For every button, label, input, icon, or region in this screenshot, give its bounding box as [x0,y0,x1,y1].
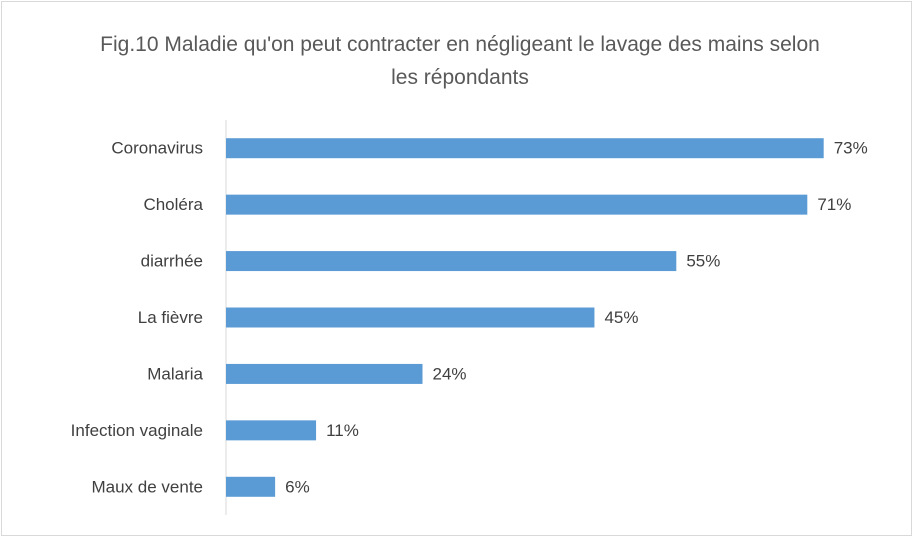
chart-title: Fig.10 Maladie qu'on peut contracter en … [100,33,820,89]
bar [226,138,824,159]
value-label: 55% [686,252,720,271]
category-label: La fièvre [138,308,203,327]
value-label: 45% [604,308,638,327]
bar [226,251,677,272]
value-label: 73% [834,139,868,158]
value-label: 6% [285,477,310,496]
bar [226,194,808,215]
category-label: diarrhée [141,252,203,271]
category-label: Choléra [143,195,203,214]
category-label: Infection vaginale [71,421,203,440]
value-label: 24% [433,364,467,383]
value-label: 71% [817,195,851,214]
bar [226,363,423,384]
category-label: Maux de vente [91,477,203,496]
category-label: Malaria [147,364,203,383]
bar [226,307,595,328]
bar [226,476,276,497]
category-label: Coronavirus [111,139,203,158]
value-label: 11% [326,421,359,440]
bar [226,420,317,441]
